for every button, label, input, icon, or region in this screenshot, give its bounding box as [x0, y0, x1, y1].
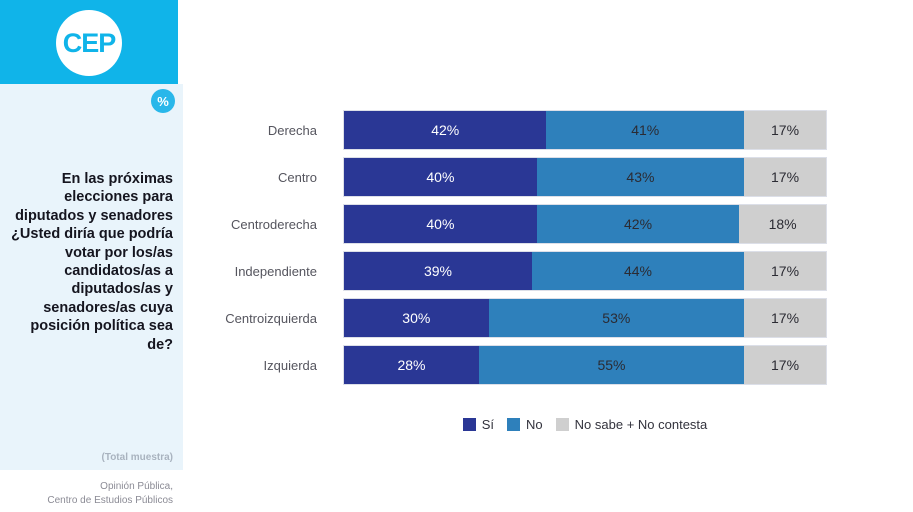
stacked-bar: 42% 41% 17% — [343, 110, 827, 150]
legend-swatch — [462, 418, 476, 431]
legend-label: No sabe + No contesta — [574, 417, 708, 432]
total-sample-note: (Total muestra) — [101, 452, 174, 463]
bar-segment: 18% — [739, 205, 826, 243]
bar-value-label: 40% — [426, 169, 455, 185]
category-label: Centro — [277, 169, 317, 185]
bar-value-label: 17% — [771, 263, 800, 279]
category-label: Izquierda — [263, 357, 317, 373]
bar-value-label: 43% — [626, 169, 655, 185]
legend-item: No sabe + No contesta — [555, 417, 708, 432]
bar-segment: 39% — [344, 252, 532, 290]
bar-segment: 30% — [344, 299, 489, 337]
bar-segment: 17% — [744, 299, 826, 337]
bar-segment: 40% — [344, 158, 537, 196]
bar-segment: 53% — [488, 299, 745, 337]
legend-item: Sí — [462, 417, 495, 432]
bar-segment: 17% — [744, 158, 826, 196]
footer-line-1: Opinión Pública, — [100, 481, 173, 492]
bar-segment: 41% — [546, 111, 745, 149]
bar-segment: 17% — [744, 111, 826, 149]
legend: Sí No No sabe + No contesta — [343, 417, 827, 432]
legend-item: No — [507, 417, 543, 432]
bar-segment: 40% — [344, 205, 537, 243]
bar-segment: 17% — [744, 346, 826, 384]
chart-row: Izquierda 28% 55% 17% — [200, 345, 827, 385]
legend-swatch — [507, 418, 521, 431]
bar-value-label: 40% — [426, 216, 455, 232]
chart-row: Derecha 42% 41% 17% — [200, 110, 827, 150]
stacked-bar: 40% 43% 17% — [343, 157, 827, 197]
legend-label: Sí — [481, 417, 495, 432]
legend-swatch — [555, 418, 569, 431]
bar-segment: 28% — [344, 346, 479, 384]
logo-box: CEP — [0, 0, 178, 84]
chart-rows: Derecha 42% 41% 17% Centro 40% 43% 17% Centroder… — [200, 110, 827, 385]
bar-segment: 17% — [744, 252, 826, 290]
stacked-bar: 30% 53% 17% — [343, 298, 827, 338]
bar-value-label: 28% — [397, 357, 426, 373]
bar-value-label: 17% — [771, 169, 800, 185]
bar-value-label: 39% — [423, 263, 452, 279]
bar-segment: 43% — [536, 158, 745, 196]
bar-value-label: 42% — [431, 122, 460, 138]
stacked-bar: 39% 44% 17% — [343, 251, 827, 291]
category-label: Centroderecha — [231, 216, 317, 232]
bar-value-label: 17% — [771, 310, 800, 326]
category-label: Derecha — [267, 122, 317, 138]
chart-row: Centroizquierda 30% 53% 17% — [200, 298, 827, 338]
bar-value-label: 17% — [771, 357, 800, 373]
bar-segment: 42% — [344, 111, 547, 149]
chart-row: Centro 40% 43% 17% — [200, 157, 827, 197]
bar-value-label: 17% — [771, 122, 800, 138]
bar-segment: 44% — [531, 252, 745, 290]
bar-segment: 42% — [536, 205, 740, 243]
chart: Derecha 42% 41% 17% Centro 40% 43% 17% Centroder… — [200, 110, 827, 392]
cep-logo: CEP — [56, 10, 122, 76]
question-text: En las próximas elecciones para diputado… — [11, 171, 173, 353]
logo-text: CEP — [62, 27, 117, 58]
bar-value-label: 18% — [768, 216, 797, 232]
stacked-bar: 28% 55% 17% — [343, 345, 827, 385]
percent-badge-icon: % — [151, 89, 175, 113]
bar-value-label: 41% — [631, 122, 660, 138]
category-label: Centroizquierda — [225, 310, 317, 326]
sidebar-panel: % En las próximas elecciones para diputa… — [0, 84, 183, 470]
bar-value-label: 55% — [597, 357, 626, 373]
bar-value-label: 44% — [623, 263, 653, 279]
bar-value-label: 30% — [402, 310, 431, 326]
footer-line-2: Centro de Estudios Públicos — [47, 494, 173, 506]
stacked-bar: 40% 42% 18% — [343, 204, 827, 244]
chart-row: Centroderecha 40% 42% 18% — [200, 204, 827, 244]
category-label: Independiente — [234, 263, 317, 279]
bar-value-label: 53% — [602, 310, 631, 326]
bar-segment: 55% — [478, 346, 745, 384]
footer-credit: Opinión Pública, Centro de Estudios Públ… — [0, 480, 173, 507]
bar-value-label: 42% — [624, 216, 653, 232]
chart-row: Independiente 39% 44% 17% — [200, 251, 827, 291]
legend-label: No — [526, 417, 543, 432]
